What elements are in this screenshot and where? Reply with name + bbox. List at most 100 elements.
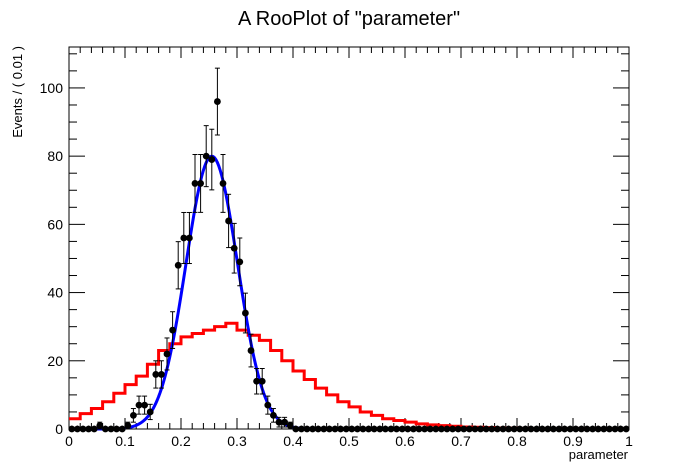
data-point: [102, 425, 109, 433]
data-point: [326, 425, 333, 433]
data-point: [163, 350, 171, 358]
data-point: [242, 309, 249, 317]
data-point: [438, 425, 445, 433]
data-point: [611, 425, 619, 433]
data-point: [230, 244, 238, 252]
chart-title: A RooPlot of "parameter": [238, 8, 460, 30]
data-point: [281, 418, 288, 426]
x-tick-label: 0.4: [283, 433, 303, 449]
data-point: [79, 425, 87, 433]
data-point: [494, 425, 501, 433]
data-point: [135, 401, 143, 409]
data-point: [382, 425, 389, 433]
data-point: [113, 425, 120, 433]
data-point: [617, 425, 624, 433]
data-point: [398, 425, 406, 433]
data-point: [130, 411, 137, 419]
data-point: [354, 425, 361, 433]
data-point: [253, 377, 260, 385]
data-points: [68, 67, 630, 433]
data-point: [96, 422, 104, 429]
data-point: [600, 425, 608, 433]
data-point: [270, 411, 277, 419]
data-point: [236, 258, 244, 266]
data-point: [550, 425, 557, 433]
data-point: [527, 425, 535, 433]
data-point: [393, 425, 400, 433]
data-point: [331, 425, 339, 433]
data-point: [90, 425, 98, 433]
data-point: [309, 425, 316, 433]
data-point: [510, 425, 518, 433]
data-point: [275, 418, 283, 426]
data-point: [387, 425, 395, 433]
data-point: [348, 425, 356, 433]
data-point: [303, 425, 311, 433]
x-tick-label: 0.1: [115, 433, 135, 449]
data-point: [499, 425, 507, 433]
data-point: [292, 425, 300, 433]
data-point: [258, 377, 266, 385]
data-point: [622, 425, 630, 433]
data-point: [432, 425, 440, 433]
data-point: [124, 422, 132, 429]
x-tick-label: 0.8: [507, 433, 527, 449]
data-point: [225, 217, 233, 225]
x-tick-label: 0: [65, 433, 73, 449]
data-point: [555, 425, 563, 433]
data-point: [460, 425, 468, 433]
blue-curve-line: [69, 154, 629, 431]
y-tick-label: 40: [47, 285, 63, 301]
data-point: [180, 234, 188, 242]
x-tick-label: 0.9: [563, 433, 583, 449]
data-point: [197, 180, 205, 187]
x-tick-label: 1: [625, 433, 633, 449]
data-point: [359, 425, 367, 433]
data-point: [158, 371, 165, 378]
data-point: [454, 425, 462, 433]
x-tick-label: 0.5: [339, 433, 359, 449]
data-point: [314, 425, 322, 433]
data-point: [410, 425, 417, 433]
data-point: [376, 425, 384, 433]
data-point: [421, 425, 428, 433]
data-point: [566, 425, 574, 433]
data-point: [370, 425, 378, 433]
data-point: [583, 425, 591, 433]
data-point: [404, 425, 412, 433]
data-point: [466, 425, 473, 433]
x-axis-label: parameter: [569, 447, 629, 462]
y-tick-label: 0: [55, 421, 63, 437]
data-point: [342, 425, 350, 433]
data-point: [477, 425, 484, 433]
data-point: [426, 425, 434, 433]
data-point: [449, 425, 456, 433]
data-point: [572, 425, 580, 433]
data-point: [544, 425, 552, 433]
y-axis: 0 20 40 60 80 100: [40, 53, 629, 437]
data-point: [365, 425, 372, 433]
data-point: [488, 425, 496, 433]
data-point: [298, 425, 305, 433]
data-point: [561, 425, 568, 433]
data-point: [214, 98, 221, 105]
data-point: [415, 425, 423, 433]
y-tick-label: 20: [47, 353, 63, 369]
data-point: [443, 425, 451, 433]
x-tick-label: 0.2: [171, 433, 191, 449]
data-point: [152, 371, 160, 378]
data-point: [264, 401, 272, 409]
y-tick-label: 60: [47, 216, 63, 232]
data-point: [538, 425, 546, 433]
data-point: [219, 180, 227, 187]
y-tick-label: 100: [40, 80, 64, 96]
data-point: [74, 425, 81, 433]
data-point: [522, 425, 529, 433]
data-point: [482, 425, 490, 433]
data-point: [174, 261, 182, 269]
plot-frame: [68, 46, 630, 430]
data-point: [141, 401, 149, 409]
blue-fit-curve: [69, 154, 629, 431]
data-point: [594, 425, 602, 433]
x-tick-label: 0.7: [451, 433, 471, 449]
